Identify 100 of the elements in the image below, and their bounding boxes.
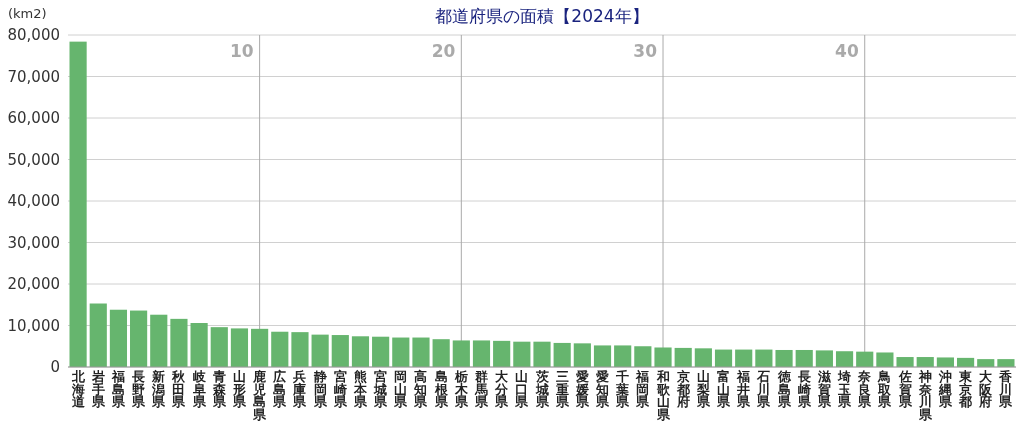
x-tick-label: 長野県 (131, 369, 147, 409)
y-tick-label: 70,000 (7, 67, 60, 86)
y-axis-title: (km2) (8, 6, 47, 21)
x-tick-label: 長崎県 (796, 369, 812, 409)
bar (311, 334, 329, 367)
bar (573, 343, 591, 367)
bar (271, 331, 289, 367)
bar (876, 352, 894, 367)
bar (896, 357, 914, 367)
y-tick-label: 60,000 (7, 109, 60, 127)
bar (694, 348, 712, 367)
bar (251, 328, 269, 367)
bar (634, 346, 652, 367)
x-tick-label: 山口県 (514, 369, 530, 409)
x-tick-label: 鹿児島県 (252, 369, 268, 421)
bar (150, 314, 168, 367)
bar (412, 337, 430, 367)
bar (513, 341, 531, 367)
x-tick-label: 栃木県 (453, 369, 469, 409)
x-tick-label: 秋田県 (171, 369, 187, 409)
x-tick-label: 三重県 (554, 369, 570, 409)
ref-line-label: 30 (633, 41, 658, 61)
y-tick-label: 10,000 (7, 316, 60, 335)
x-tick-label: 群馬県 (473, 369, 489, 409)
x-tick-label: 福島県 (110, 369, 126, 409)
x-tick-label: 青森県 (211, 369, 227, 409)
x-tick-label: 北海道 (70, 369, 86, 409)
x-tick-label: 宮崎県 (332, 369, 348, 409)
bar (997, 359, 1015, 367)
x-tick-label: 静岡県 (312, 369, 328, 409)
bar (452, 340, 470, 367)
x-tick-label: 千葉県 (615, 369, 631, 409)
bar (432, 339, 450, 367)
x-tick-label: 島根県 (433, 369, 449, 409)
x-tick-label: 佐賀県 (897, 369, 913, 409)
x-tick-label: 和歌山県 (655, 369, 671, 421)
x-tick-label: 奈良県 (857, 369, 873, 409)
bar (856, 351, 874, 367)
x-tick-label: 石川県 (756, 369, 772, 409)
bar (815, 350, 833, 367)
x-tick-label: 山梨県 (695, 369, 711, 409)
x-tick-label: 富山県 (716, 369, 732, 409)
x-tick-label: 大分県 (494, 369, 510, 409)
x-tick-label: 香川県 (998, 369, 1014, 409)
x-tick-label: 鳥取県 (877, 369, 893, 409)
x-tick-label: 高知県 (413, 369, 429, 409)
ref-line-label: 10 (229, 41, 254, 61)
bar (835, 351, 854, 367)
x-tick-label: 沖縄県 (937, 369, 953, 409)
x-tick-label: 徳島県 (776, 369, 792, 409)
bar (775, 349, 793, 367)
bar (351, 336, 370, 367)
bar (593, 345, 612, 367)
x-tick-label: 福井県 (736, 369, 752, 409)
x-tick-label: 愛知県 (595, 369, 611, 409)
bar (936, 357, 954, 367)
bar (533, 341, 551, 367)
x-tick-label: 熊本県 (352, 369, 368, 409)
y-tick-label: 50,000 (7, 150, 60, 169)
x-tick-label: 兵庫県 (292, 369, 308, 409)
x-tick-label: 宮城県 (373, 369, 389, 409)
bar (714, 349, 733, 367)
bar (472, 340, 491, 367)
y-tick-label: 20,000 (7, 275, 60, 293)
x-tick-label: 茨城県 (534, 369, 550, 409)
x-tick-label: 京都府 (675, 369, 690, 409)
x-tick-label: 岐阜県 (191, 369, 207, 409)
x-tick-label: 広島県 (272, 369, 288, 409)
bar (230, 328, 249, 367)
x-tick-label: 岩手県 (90, 369, 106, 409)
x-tick-label: 福岡県 (635, 369, 651, 409)
x-tick-label: 神奈川県 (917, 369, 933, 421)
bar (614, 345, 632, 367)
y-tick-label: 0 (50, 358, 60, 376)
bar (89, 303, 107, 367)
x-tick-label: 新潟県 (151, 369, 167, 409)
bar (372, 336, 390, 367)
bar (392, 337, 410, 367)
bar (735, 349, 753, 367)
bar (674, 347, 692, 367)
bar (291, 332, 309, 367)
bar (170, 318, 188, 367)
bar (130, 310, 148, 367)
y-tick-label: 80,000 (7, 26, 60, 44)
bar (795, 349, 813, 367)
bar (69, 41, 87, 367)
x-tick-label: 山形県 (231, 369, 247, 409)
ref-line-label: 20 (431, 41, 456, 61)
x-tick-label: 滋賀県 (816, 369, 832, 409)
ref-line-label: 40 (835, 41, 859, 61)
chart-title: 都道府県の面積【2024年】 (435, 6, 649, 26)
x-tick-label: 大阪府 (978, 369, 994, 409)
bar (210, 327, 228, 367)
bar (654, 347, 672, 367)
bar (109, 309, 128, 367)
bar (553, 342, 571, 367)
x-tick-label: 岡山県 (393, 369, 409, 409)
y-tick-label: 40,000 (7, 192, 60, 210)
x-tick-label: 東京都 (958, 369, 973, 409)
x-tick-label: 埼玉県 (837, 369, 853, 409)
